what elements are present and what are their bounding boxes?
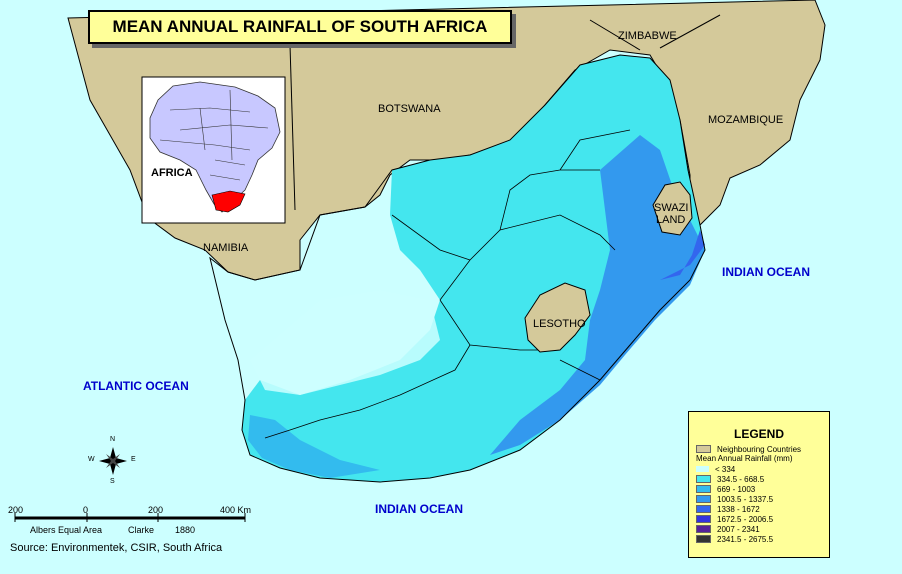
legend-swatch-class-1: [696, 475, 711, 483]
legend-label-class-1: 334.5 - 668.5: [717, 474, 765, 484]
compass-s-label: S: [110, 478, 115, 485]
legend-swatch-class-2: [696, 485, 711, 493]
legend-row-class-1: 334.5 - 668.5: [689, 474, 829, 484]
south-africa-eastern-higher-rainfall: [490, 135, 705, 455]
legend-row-class-5: 1672.5 - 2006.5: [689, 514, 829, 524]
provincial-boundaries: [264, 129, 631, 439]
legend-classes: < 334 334.5 - 668.5 669 - 1003 1003.5 - 133…: [689, 464, 829, 544]
legend-row-class-4: 1338 - 1672: [689, 504, 829, 514]
border-botswana-zimbabwe: [589, 19, 641, 51]
legend-panel: LEGEND Neighbouring Countries Mean Annua…: [688, 411, 830, 558]
label-swaziland-line1: SWAZI: [654, 202, 689, 214]
label-botswana: BOTSWANA: [378, 103, 441, 115]
label-indian-ocean-east: INDIAN OCEAN: [722, 265, 811, 279]
scale-year: 1880: [175, 525, 196, 535]
scale-projection: Albers Equal Area: [30, 525, 103, 535]
legend-row-class-2: 669 - 1003: [689, 484, 829, 494]
label-lesotho: LESOTHO: [533, 318, 586, 330]
legend-label-class-6: 2007 - 2341: [717, 524, 760, 534]
legend-label-neighbouring: Neighbouring Countries: [717, 444, 802, 454]
legend-row-class-3: 1003.5 - 1337.5: [689, 494, 829, 504]
legend-label-class-4: 1338 - 1672: [717, 504, 760, 514]
label-indian-ocean-south: INDIAN OCEAN: [375, 502, 464, 516]
legend-swatch-class-0: [696, 466, 709, 472]
label-africa: AFRICA: [151, 167, 193, 179]
legend-label-class-2: 669 - 1003: [717, 484, 756, 494]
legend-label-class-5: 1672.5 - 2006.5: [717, 514, 774, 524]
source-credit: Source: Environmentek, CSIR, South Afric…: [10, 542, 223, 554]
compass-w-label: W: [88, 456, 95, 463]
map-title: MEAN ANNUAL RAINFALL OF SOUTH AFRICA: [88, 10, 512, 44]
lesotho-shape: [524, 282, 591, 353]
legend-subtitle: Mean Annual Rainfall (mm): [696, 454, 793, 463]
label-atlantic-ocean: ATLANTIC OCEAN: [83, 379, 189, 393]
swaziland-shape: [652, 181, 693, 236]
western-cape-higher-rainfall: [248, 415, 380, 478]
label-zimbabwe: ZIMBABWE: [618, 30, 677, 42]
legend-row-neighbouring: Neighbouring Countries: [689, 444, 829, 454]
south-africa-outline: [209, 54, 706, 483]
africa-inset-south-africa-highlight: [211, 190, 246, 213]
scale-tick-0: 0: [83, 505, 89, 515]
legend-swatch-class-6: [696, 525, 711, 533]
scale-tick-400km: 400 Km: [220, 505, 252, 515]
legend-row-class-0: < 334: [689, 464, 829, 474]
south-africa-dry-interior: [250, 290, 440, 395]
legend-swatch-class-5: [696, 515, 711, 523]
legend-swatch-neighbouring: [696, 445, 711, 453]
south-africa-coastal-highest-rainfall: [660, 230, 705, 280]
legend-swatch-class-7: [696, 535, 711, 543]
scale-tick-200-left: 200: [8, 505, 24, 515]
border-zimbabwe-mozambique: [659, 14, 721, 49]
compass-e-label: E: [131, 456, 136, 463]
label-namibia: NAMIBIA: [203, 242, 249, 254]
scale-bar: [14, 513, 246, 522]
compass-n-label: N: [110, 436, 116, 443]
scale-tick-200-right: 200: [148, 505, 164, 515]
legend-label-class-0: < 334: [715, 464, 736, 474]
border-namibia-botswana: [289, 44, 296, 211]
label-swaziland-line2: LAND: [656, 214, 686, 226]
legend-title: LEGEND: [733, 427, 784, 441]
legend-label-class-7: 2341.5 - 2675.5: [717, 534, 774, 544]
legend-row-class-7: 2341.5 - 2675.5: [689, 534, 829, 544]
legend-swatch-class-3: [696, 495, 711, 503]
compass-rose: [99, 447, 127, 475]
label-mozambique: MOZAMBIQUE: [708, 114, 784, 126]
africa-country-borders: [159, 89, 269, 181]
legend-row-class-6: 2007 - 2341: [689, 524, 829, 534]
legend-swatch-class-4: [696, 505, 711, 513]
scale-spheroid: Clarke: [128, 525, 155, 535]
legend-label-class-3: 1003.5 - 1337.5: [717, 494, 774, 504]
